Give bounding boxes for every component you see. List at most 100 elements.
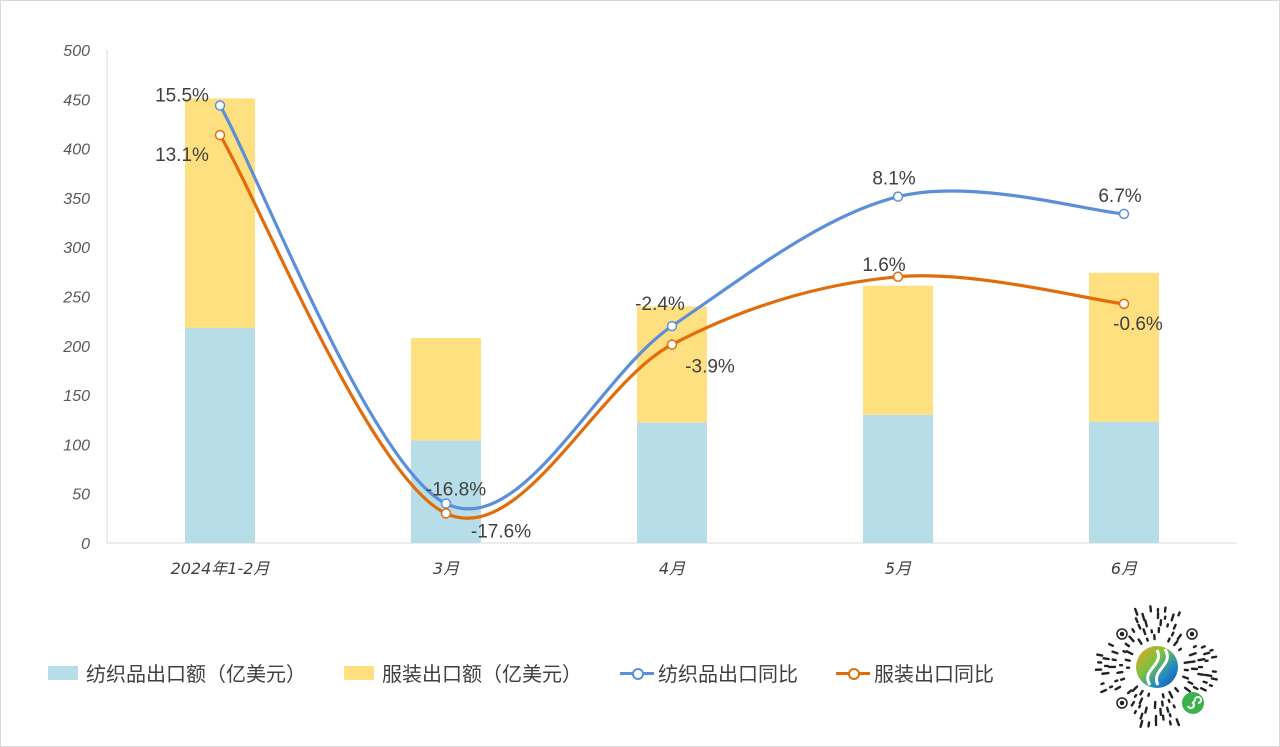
y-tick-label: 50: [72, 487, 90, 504]
qr-dash: [1141, 612, 1146, 621]
bar-apparel: [863, 285, 933, 415]
qr-dash: [1183, 660, 1192, 665]
qr-dash: [1114, 685, 1122, 691]
qr-dash: [1131, 628, 1136, 633]
qr-dash: [1170, 613, 1175, 622]
legend-label: 服装出口同比: [874, 662, 994, 686]
qr-dash: [1161, 693, 1165, 699]
qr-dash: [1120, 677, 1126, 681]
y-tick-label: 100: [63, 437, 90, 454]
bar-textile: [411, 440, 481, 543]
data-label: 6.7%: [1098, 186, 1141, 207]
qr-dash: [1124, 642, 1131, 648]
x-tick-label: 3月: [433, 559, 460, 578]
qr-dash: [1138, 697, 1144, 705]
qr-dash: [1147, 721, 1151, 728]
legend-line-marker: [836, 663, 870, 683]
x-tick-label: 4月: [659, 559, 686, 578]
qr-dash: [1144, 706, 1148, 714]
qr-dash: [1133, 693, 1138, 698]
qr-dash: [1168, 690, 1174, 699]
qr-dash: [1133, 709, 1137, 715]
qr-dash: [1172, 704, 1176, 709]
qr-dash: [1182, 675, 1190, 680]
mini-program-qr-code: [1095, 605, 1218, 728]
qr-dash: [1209, 648, 1214, 652]
data-label: -0.6%: [1113, 314, 1163, 335]
qr-dash: [1109, 685, 1114, 689]
bar-apparel: [411, 337, 481, 441]
line-point: [1118, 208, 1130, 220]
qr-dash: [1102, 657, 1110, 661]
y-tick-label: 150: [63, 388, 90, 405]
legend-swatch: [344, 665, 374, 680]
line-point: [214, 129, 226, 141]
y-tick-label: 200: [62, 339, 90, 356]
qr-dash: [1174, 686, 1180, 693]
qr-dash: [1172, 623, 1177, 630]
qr-dash: [1187, 680, 1194, 685]
y-tick-label: 400: [63, 142, 90, 159]
qr-dash: [1167, 698, 1171, 704]
qr-dash: [1114, 679, 1119, 683]
qr-dash: [1170, 631, 1175, 637]
data-label: -3.9%: [685, 357, 735, 378]
y-tick-label: 350: [63, 191, 90, 208]
bar-textile: [863, 414, 933, 543]
qr-dash: [1100, 682, 1105, 686]
data-label: 15.5%: [155, 85, 209, 106]
qr-dash: [1192, 644, 1197, 649]
legend-swatch: [48, 665, 78, 680]
qr-dash: [1208, 683, 1214, 688]
bar-textile: [637, 422, 707, 543]
qr-dash: [1125, 650, 1134, 656]
bar-textile: [1089, 421, 1159, 543]
qr-dash: [1137, 623, 1142, 630]
y-tick-label: 0: [81, 536, 90, 553]
qr-dash: [1202, 680, 1208, 684]
qr-dash: [1199, 687, 1207, 692]
qr-dash: [1137, 638, 1143, 645]
bar-textile: [185, 328, 255, 543]
legend-line-marker: [620, 663, 654, 683]
qr-dash: [1178, 647, 1183, 652]
qr-dash: [1096, 653, 1104, 657]
qr-dash: [1177, 611, 1181, 617]
qr-dash: [1149, 605, 1153, 613]
qr-dash: [1173, 639, 1179, 647]
qr-dash: [1122, 649, 1127, 654]
legend-label: 纺织品出口同比: [658, 662, 798, 686]
y-tick-label: 450: [63, 92, 90, 109]
qr-dash: [1204, 673, 1213, 678]
data-label: 1.6%: [862, 255, 905, 276]
qr-dash: [1139, 689, 1144, 696]
qr-dash: [1144, 619, 1148, 628]
qr-dash: [1124, 658, 1131, 662]
qr-dash: [1197, 657, 1206, 662]
qr-dash: [1131, 685, 1139, 693]
line-point: [1118, 298, 1130, 310]
legend-item-textile-export: 纺织品出口额（亿美元）: [48, 658, 306, 687]
qr-dash: [1188, 652, 1197, 657]
data-label: 13.1%: [155, 145, 209, 166]
qr-dash: [1200, 645, 1206, 649]
qr-dash: [1203, 651, 1211, 656]
legend-item-apparel-yoy: 服装出口同比: [836, 658, 994, 687]
legend-item-apparel-export: 服装出口额（亿美元）: [344, 658, 582, 687]
data-label: -16.8%: [426, 480, 486, 501]
qr-dash: [1168, 720, 1172, 726]
line-point: [666, 339, 678, 350]
qr-dash: [1175, 718, 1181, 727]
qr-dash: [1168, 713, 1172, 718]
line-point: [440, 508, 452, 519]
qr-dash: [1134, 617, 1139, 624]
qr-dash: [1166, 706, 1170, 713]
legend: 纺织品出口额（亿美元） 服装出口额（亿美元） 纺织品出口同比 服装出口同比: [48, 658, 1032, 687]
data-label: -17.6%: [471, 521, 531, 542]
qr-dash: [1139, 712, 1144, 720]
x-tick-label: 6月: [1111, 559, 1138, 578]
qr-dash: [1210, 655, 1218, 659]
qr-dash: [1183, 686, 1192, 693]
qr-dash: [1145, 637, 1149, 642]
